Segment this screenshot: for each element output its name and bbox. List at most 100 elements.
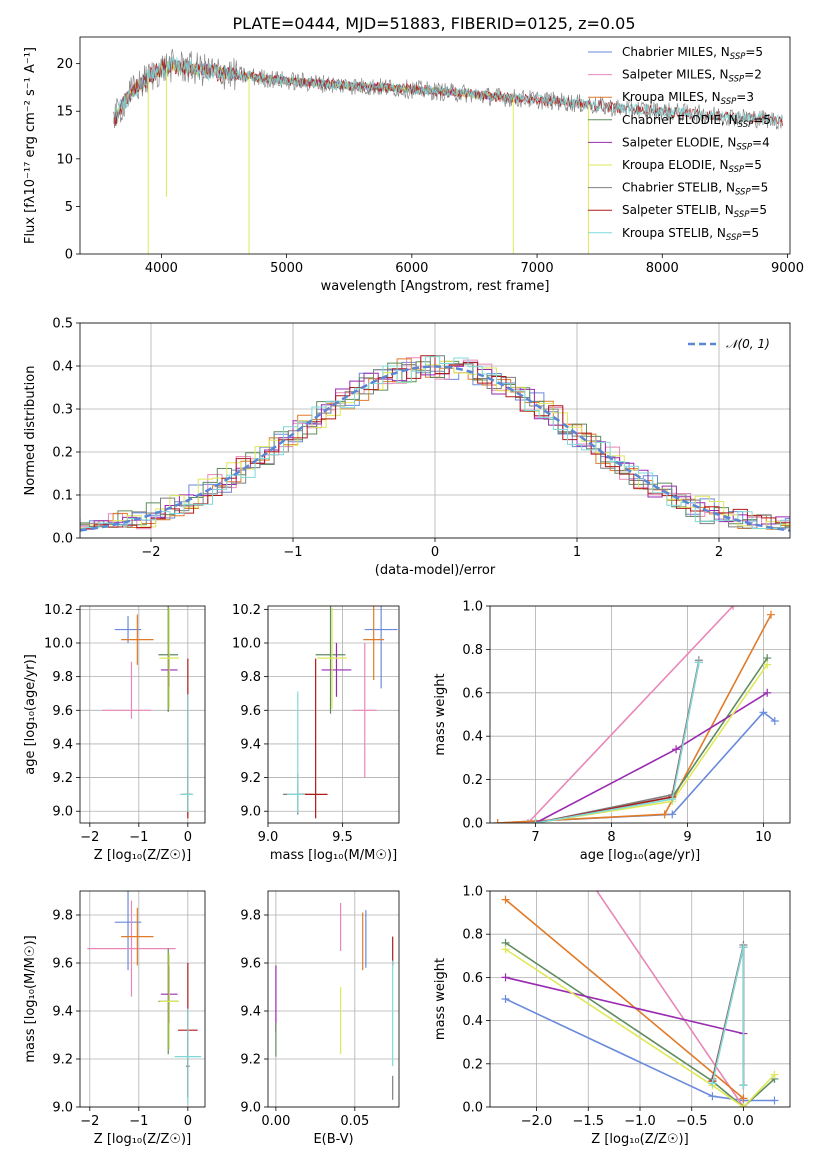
legend-suffix: =4 [752, 135, 770, 149]
legend-subscript: SSP [734, 210, 750, 220]
data-point [660, 810, 669, 819]
data-point [729, 606, 738, 610]
y-axis-label: mass [log₁₀(M/M☉)] [23, 935, 38, 1062]
data-point [531, 819, 540, 823]
y-tick-label: 0.2 [52, 446, 73, 461]
axes-frame [79, 36, 791, 255]
plot-area [275, 903, 394, 1100]
x-axis-label: Z [log₁₀(Z/Z☉)] [94, 848, 191, 863]
histogram-step [80, 361, 790, 530]
panels: 4000 5000 6000 7000 8000 900005101520waveleng… [23, 36, 804, 1147]
legend-suffix: =5 [753, 113, 771, 127]
x-tick-label: 2 [715, 545, 723, 560]
legend-subscript: SSP [726, 233, 742, 243]
legend-entry: Chabrier STELIB, NSSP=5 [622, 181, 768, 198]
panel-age-vs-Z: −2 −1 0 9.0 9.2 9.4 9.6 9.8 10.0 10.2 Z [log₁₀(Z/Z… [23, 603, 206, 863]
x-tick-label: 9.0 [258, 830, 279, 845]
data-point [763, 688, 772, 697]
y-tick-label: 0 [65, 248, 73, 263]
y-tick-label: 9.6 [52, 704, 73, 719]
legend-suffix: =5 [749, 203, 767, 217]
panel-mass-weight-vs-Z: −2.0 −1.5 −1.0 −0.5 0.0 0.0 0.2 0.4 0.6 0.8 1.0 Z [… [433, 885, 791, 1147]
histogram-step [80, 355, 790, 530]
y-tick-label: 9.0 [240, 1101, 261, 1116]
data-point [763, 660, 772, 669]
y-tick-label: 20 [56, 57, 73, 72]
legend-label: Salpeter STELIB, N [622, 203, 734, 217]
x-axis-label: (data-model)/error [375, 563, 496, 578]
legend-suffix: =5 [745, 45, 763, 59]
data-point [770, 717, 779, 726]
x-tick-label: −2.0 [521, 1114, 553, 1129]
x-tick-label: −2 [80, 1114, 99, 1129]
data-point [668, 795, 677, 804]
plot-area [282, 606, 398, 819]
x-tick-label: −1 [129, 1114, 148, 1129]
y-tick-label: 9.2 [52, 1053, 73, 1068]
axes-frame [489, 605, 791, 824]
x-tick-label: 8 [607, 830, 615, 845]
y-axis-label: Flux [fλ10⁻¹⁷ erg cm⁻² s⁻¹ A⁻¹] [23, 47, 38, 244]
histogram-step [80, 356, 790, 530]
y-tick-label: 10.0 [44, 637, 73, 652]
plot-area [87, 891, 202, 1105]
y-tick-label: 0.8 [462, 928, 483, 943]
series-line [505, 976, 744, 1035]
x-tick-label: 0 [184, 1114, 192, 1129]
axes-frame [489, 890, 791, 1108]
x-tick-label: −0.5 [676, 1114, 708, 1129]
y-tick-label: 0.5 [52, 317, 73, 332]
data-point [739, 1103, 748, 1107]
legend-suffix: =3 [736, 90, 754, 104]
legend-entry: Chabrier ELODIE, NSSP=5 [622, 113, 771, 130]
data-point [694, 658, 703, 667]
data-point [708, 1092, 717, 1101]
data-point [501, 895, 510, 904]
data-point [493, 819, 502, 823]
y-tick-label: 10.2 [44, 603, 73, 618]
legend-entry: Kroupa STELIB, NSSP=5 [622, 226, 759, 243]
y-tick-label: 0.3 [52, 403, 73, 418]
plot-area [493, 606, 779, 823]
y-tick-label: 0.4 [462, 1014, 483, 1029]
data-point [770, 1096, 779, 1105]
legend-entry: Kroupa MILES, NSSP=3 [622, 90, 754, 107]
y-tick-label: 9.0 [240, 805, 261, 820]
histogram-step [80, 360, 790, 530]
y-tick-label: 0.1 [52, 489, 73, 504]
y-tick-label: 9.8 [52, 909, 73, 924]
x-tick-label: −1 [283, 545, 302, 560]
y-tick-label: 9.2 [52, 771, 73, 786]
series-line [595, 891, 745, 1107]
data-point [708, 1079, 717, 1088]
series-line [505, 998, 775, 1102]
x-tick-label: 9 [683, 830, 691, 845]
series-line [504, 898, 744, 1100]
axes-frame [79, 605, 206, 824]
legend-subscript: SSP [729, 75, 745, 85]
series-line [527, 606, 734, 823]
histogram-step [80, 355, 790, 529]
legend-entry: Salpeter MILES, NSSP=2 [622, 68, 762, 85]
x-tick-label: 0.00 [261, 1114, 290, 1129]
legend-subscript: SSP [729, 165, 745, 175]
panel-age-vs-mass: 9.0 9.5 9.0 9.2 9.4 9.6 9.8 10.0 10.2 mass [log₁₀… [232, 603, 400, 863]
y-tick-label: 9.2 [240, 1053, 261, 1068]
legend-label: Kroupa STELIB, N [622, 226, 726, 240]
y-tick-label: 0.4 [52, 360, 73, 375]
y-tick-label: 0.0 [462, 817, 483, 832]
x-tick-label: 9.5 [332, 830, 353, 845]
x-tick-label: 8000 [646, 261, 679, 276]
plot-area [102, 606, 194, 819]
legend-label: Chabrier STELIB, N [622, 181, 735, 195]
spectrum-line [113, 57, 783, 126]
x-axis-label: wavelength [Angstrom, rest frame] [321, 279, 550, 294]
y-tick-label: 9.0 [52, 805, 73, 820]
axes-frame [267, 890, 400, 1108]
x-tick-label: 1 [573, 545, 581, 560]
y-tick-label: 9.4 [52, 1005, 73, 1020]
plot-area [80, 355, 790, 532]
series-line [711, 947, 745, 1086]
data-point [501, 945, 510, 954]
